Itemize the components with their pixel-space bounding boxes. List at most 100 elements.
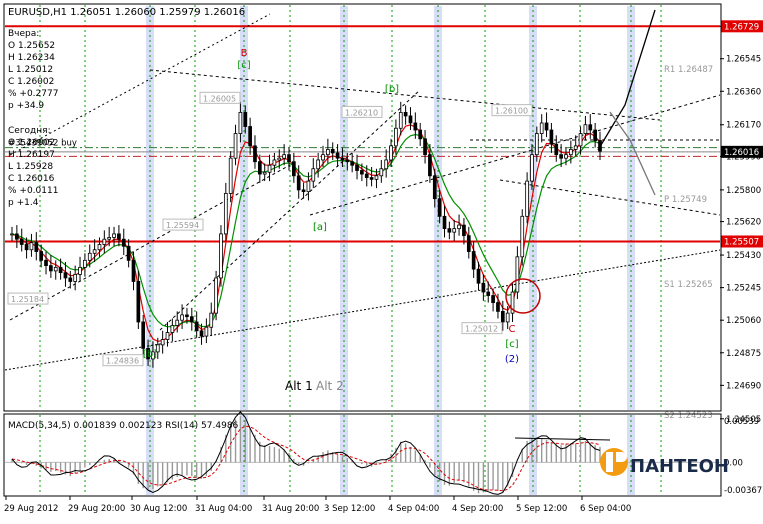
candle-body-82: [408, 115, 413, 124]
price-tick-label-3: 1.26170: [726, 121, 761, 131]
candle-body-88: [437, 198, 442, 217]
time-tick-label-2: 30 Aug 12:00: [130, 504, 187, 514]
time-tick-label-5: 3 Sep 12:00: [324, 504, 375, 514]
candle-body-111: [549, 129, 554, 145]
info-yesterday-pct: % +0.2777: [8, 89, 58, 99]
price-box-label-2: 1.25594: [166, 221, 199, 230]
candle-body-13: [73, 274, 78, 282]
candle-body-36: [185, 314, 189, 318]
info-today-low: L 1.25928: [8, 162, 53, 172]
vertical-grid: [39, 5, 662, 495]
candle-body-44: [223, 193, 228, 235]
price-box-label-4: 1.24836: [106, 357, 139, 366]
candle-body-64: [321, 154, 325, 161]
candle-body-77: [384, 159, 389, 170]
low-highlight-circle: [505, 278, 541, 314]
moving-averages: [11, 124, 601, 342]
macd-tick-label-1: 0.00: [724, 458, 743, 468]
macd-divergence-line: [514, 437, 611, 441]
candle-body-21: [112, 233, 116, 238]
candle-body-1: [15, 233, 19, 240]
alt2-label: Alt 2: [316, 379, 344, 393]
price-box-label-6: 1.26100: [495, 107, 528, 116]
candle-body-62: [311, 168, 316, 182]
candle-body-106: [525, 180, 529, 217]
wave-label-2: [b]: [385, 84, 399, 95]
candle-body-40: [204, 326, 209, 337]
order-line-label-0: #35439052 buy: [8, 139, 77, 149]
candle-body-46: [233, 133, 238, 159]
macd-title: MACD(5,34,5) 0.001839 0.002123 RSI(14) 5…: [8, 421, 239, 431]
trend-line-2: [149, 69, 661, 121]
candle-body-23: [121, 238, 126, 247]
candle-body-65: [326, 148, 330, 156]
candle-body-20: [107, 237, 112, 240]
info-yesterday-pips: p +34.9: [8, 101, 44, 111]
candle-body-30: [155, 344, 160, 353]
info-yesterday-open: O 1.25652: [8, 41, 55, 51]
candle-body-42: [214, 277, 218, 314]
price-box-3: [7, 292, 49, 305]
time-tick-label-1: 29 Aug 20:00: [68, 504, 125, 514]
panteon-logo: ПАНТЕОН: [600, 448, 729, 477]
main-panel-frame: [3, 3, 722, 412]
candle-body-105: [520, 215, 525, 258]
trend-line-1: [9, 164, 291, 321]
candle-body-54: [272, 159, 277, 166]
price-box-1: [341, 105, 383, 118]
rsi-line: [11, 411, 601, 495]
candle-body-91: [452, 228, 457, 233]
logo-emblem-p: [616, 452, 627, 462]
candle-body-67: [335, 152, 340, 159]
candle-body-95: [471, 251, 476, 270]
candle-body-85: [423, 138, 427, 156]
logo-text: ПАНТЕОН: [630, 456, 729, 477]
candle-body-2: [19, 238, 24, 245]
info-today-high: H 1.26197: [8, 150, 55, 160]
logo-emblem: [600, 448, 628, 476]
candle-body-100: [496, 302, 500, 312]
candle-body-31: [160, 339, 165, 346]
candle-body-59: [296, 175, 301, 191]
candle-body-107: [530, 154, 534, 182]
candle-body-110: [544, 122, 549, 131]
candle-body-15: [83, 259, 87, 268]
price-box-5: [461, 322, 503, 335]
current-price-tag-label: 1.26016: [724, 148, 759, 158]
candle-body-79: [394, 127, 398, 147]
price-axis: 1.267291.265451.263601.261701.259901.258…: [720, 20, 763, 425]
candle-body-120: [593, 129, 597, 141]
trend-line-0: [9, 13, 271, 156]
pivot-label-0: R1 1.26487: [664, 65, 713, 75]
candle-body-76: [379, 168, 384, 177]
candle-body-119: [588, 124, 593, 131]
candle-body-32: [165, 332, 170, 340]
candle-body-55: [277, 157, 282, 161]
candle-body-4: [29, 242, 34, 251]
candle-body-103: [510, 291, 515, 314]
pivot-label-2: S1 1.25265: [664, 280, 713, 290]
price-tick-label-8: 1.25245: [726, 284, 761, 294]
candle-body-3: [24, 244, 29, 251]
candle-body-27: [141, 321, 146, 349]
info-box: Вчера: O 1.25652 H 1.26234 L 1.25012 C 1…: [8, 29, 58, 208]
candle-body-69: [345, 159, 350, 163]
level-tag-1: [721, 235, 763, 248]
session-band-5: [627, 6, 635, 410]
candle-body-19: [102, 238, 107, 245]
forecast-down-line: [609, 111, 656, 196]
candle-body-72: [360, 170, 364, 175]
price-box-label-0: 1.26005: [203, 94, 236, 103]
candle-body-115: [568, 148, 573, 156]
candle-body-48: [243, 112, 248, 127]
candle-body-16: [87, 252, 92, 261]
candle-body-93: [462, 224, 466, 237]
time-tick-label-7: 4 Sep 20:00: [452, 504, 503, 514]
candle-body-121: [598, 140, 602, 152]
wave-label-1: [c]: [237, 60, 250, 71]
symbol-header: EURUSD,H1 1.26051 1.26060 1.25979 1.2601…: [8, 7, 245, 18]
session-band-4: [529, 6, 537, 410]
candle-body-5: [34, 242, 39, 252]
candle-body-96: [476, 268, 481, 284]
